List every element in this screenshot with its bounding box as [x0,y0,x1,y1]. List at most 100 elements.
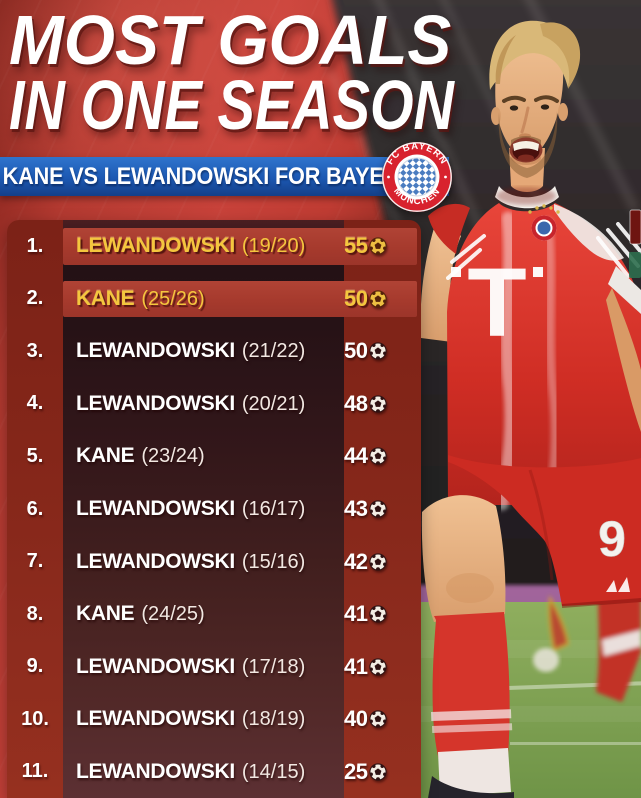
kane-head [489,20,581,205]
shorts-adidas-mark [606,577,630,592]
page-title: MOST GOALS IN ONE SEASON [9,1,565,145]
telekom-logo: T [451,248,543,357]
season-label: (15/16) [241,550,306,573]
table-row: 11. LEWANDOWSKI (14/15) 25 [7,745,421,798]
goals-cell: 41 [338,654,421,680]
table-row: 6. LEWANDOWSKI (16/17) 43 [7,483,421,536]
sleeve-patch-green [629,252,641,278]
rank-cell: 3. [26,339,44,362]
leg [421,495,514,798]
player-cell: LEWANDOWSKI (18/19) [63,707,338,731]
season-label: (18/19) [241,708,306,731]
table-row: 9. LEWANDOWSKI (17/18) 41 [7,640,421,693]
table-row: 2. KANE (25/26) 50 [7,273,421,326]
goals-cell: 43 [338,496,421,522]
goals-value: 42 [344,548,368,574]
table-row: 10. LEWANDOWSKI (18/19) 40 [7,693,421,746]
goals-cell: 50 [338,286,421,312]
goals-cell: 44 [338,443,421,469]
rank-cell: 10. [21,707,49,730]
goals-value: 41 [344,601,368,627]
season-label: (20/21) [241,392,306,415]
soccer-ball-icon [369,552,388,571]
goals-value: 40 [344,706,368,732]
ranking-panel: 1. LEWANDOWSKI (19/20) 55 2. KANE (25/26) [7,220,421,798]
soccer-ball-icon [369,500,388,518]
sleeve-patch-red [629,209,641,245]
goals-cell: 41 [338,601,421,627]
player-name: LEWANDOWSKI [76,234,235,258]
player-cell: KANE (24/25) [63,602,338,626]
soccer-ball-icon [369,763,388,781]
goals-value: 50 [344,338,368,364]
goals-value: 50 [344,285,368,311]
rank-cell: 2. [26,287,44,310]
player-name: KANE [76,444,135,468]
goals-cell: 50 [338,338,421,364]
player-cell: LEWANDOWSKI (20/21) [63,392,338,416]
soccer-ball-icon [369,342,388,360]
goals-value: 44 [344,443,368,469]
title-line-1: MOST GOALS [9,1,452,79]
soccer-ball-icon [369,237,388,255]
kit-number: 9 [598,511,626,567]
blurred-ball [533,648,559,672]
player-cell: LEWANDOWSKI (14/15) [63,760,338,784]
club-crest [528,204,560,241]
season-label: (16/17) [241,498,306,520]
shorts: 9 [448,455,641,608]
season-label: (17/18) [241,655,306,678]
player-cell: LEWANDOWSKI (19/20) [63,234,338,258]
soccer-ball-icon [369,658,388,676]
rank-cell: 11. [21,760,49,783]
goals-cell: 48 [338,391,421,417]
goals-value: 25 [344,758,368,784]
table-row: 5. KANE (23/24) 44 [7,430,421,483]
player-cell: LEWANDOWSKI (21/22) [63,339,338,363]
player-name: LEWANDOWSKI [76,707,235,731]
subtitle-banner: KANE VS LEWANDOWSKI FOR BAYERN [0,157,449,196]
player-name: LEWANDOWSKI [76,497,235,520]
soccer-ball-icon [369,447,388,466]
season-label: (25/26) [141,287,205,310]
sponsor-letter: T [467,248,526,357]
title-line-2: IN ONE SEASON [9,66,454,145]
goals-cell: 42 [338,549,421,575]
player-name: LEWANDOWSKI [76,391,235,415]
table-row: 8. KANE (24/25) 41 [7,588,421,641]
player-name: LEWANDOWSKI [76,654,235,678]
player-name: KANE [76,286,135,310]
player-cell: LEWANDOWSKI (15/16) [63,550,338,574]
season-label: (23/24) [141,445,205,468]
rank-cell: 6. [26,497,44,520]
player-name: LEWANDOWSKI [76,549,235,573]
ranking-rows: 1. LEWANDOWSKI (19/20) 55 2. KANE (25/26) [7,220,421,798]
season-label: (21/22) [241,340,306,363]
player-cell: LEWANDOWSKI (16/17) [63,497,338,521]
player-name: LEWANDOWSKI [76,759,235,783]
fc-bayern-logo: FC BAYERN MÜNCHEN [382,141,452,212]
rank-cell: 7. [26,550,44,573]
rank-cell: 5. [26,444,44,467]
player-cell: KANE (25/26) [63,287,338,311]
soccer-ball-icon [369,605,388,623]
background-player-leg [548,586,641,702]
table-row: 3. LEWANDOWSKI (21/22) 50 [7,325,421,378]
season-label: (19/20) [241,235,306,258]
soccer-ball-icon [369,710,388,728]
soccer-ball-icon [369,290,388,308]
player-name: KANE [76,602,135,626]
player-cell: KANE (23/24) [63,444,338,468]
soccer-ball-icon [369,395,388,413]
goals-value: 48 [344,390,368,416]
beard [498,111,558,178]
rank-cell: 9. [26,655,44,678]
open-mouth [509,137,543,163]
season-label: (24/25) [141,603,205,626]
table-row: 4. LEWANDOWSKI (20/21) 48 [7,378,421,431]
goals-value: 43 [344,496,368,521]
goals-cell: 25 [338,759,421,785]
rank-cell: 1. [26,234,44,257]
rank-cell: 8. [26,602,44,625]
